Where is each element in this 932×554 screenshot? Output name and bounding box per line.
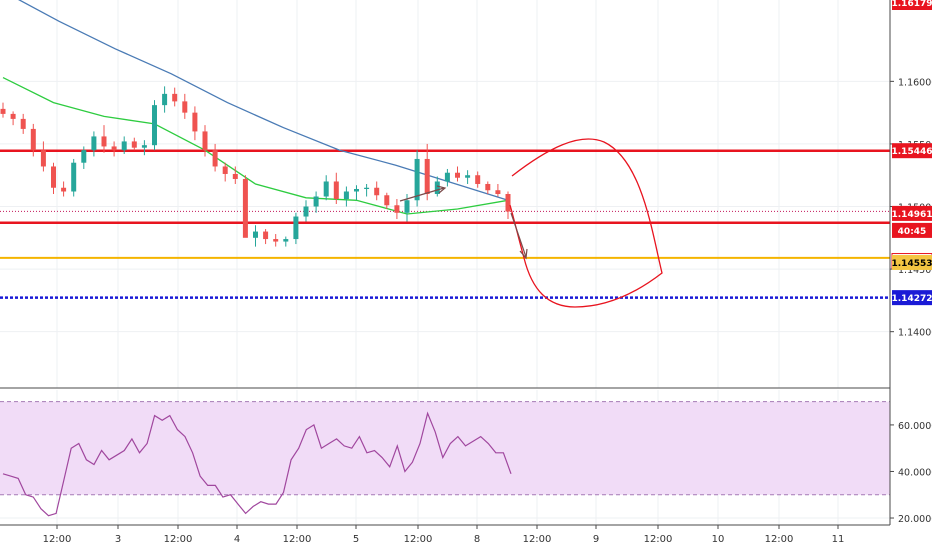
candle-body [91, 136, 96, 150]
x-tick-label: 5 [353, 534, 359, 545]
candle-body [162, 94, 167, 105]
y-tick-label: 1.14000 [898, 328, 932, 339]
candle-body [152, 105, 157, 145]
candle-body [506, 194, 511, 212]
moving-average-line [3, 0, 508, 200]
candle-body [203, 131, 208, 150]
x-tick-label: 10 [712, 534, 725, 545]
candle-body [81, 150, 86, 163]
price-tag-yellow: 1.14553 [892, 259, 932, 269]
x-tick-label: 9 [593, 534, 599, 545]
moving-average-line [3, 78, 508, 214]
candle-body [455, 173, 460, 178]
x-tick-label: 12:00 [644, 534, 673, 545]
price-tag-resistance: 1.15446 [892, 147, 932, 157]
candle-body [213, 150, 218, 166]
rsi-y-tick-label: 40.0000 [898, 467, 932, 478]
price-tag-current: 1.14961 [892, 210, 932, 220]
price-labels: 1.161791.154461.1496140:451.149001.14553… [892, 0, 932, 305]
candle-body [324, 181, 329, 196]
candle-body [354, 189, 359, 192]
price-tag-top: 1.16179 [892, 0, 932, 9]
rsi-band [0, 402, 890, 495]
candle-body [405, 200, 410, 213]
candle-body [41, 150, 46, 166]
candle-body [445, 173, 450, 182]
candle-body [475, 175, 480, 184]
candle-body [415, 159, 420, 200]
x-tick-label: 12:00 [43, 534, 72, 545]
rsi-y-tick-label: 20.0000 [898, 514, 932, 525]
moving-averages [3, 0, 508, 214]
candle-body [142, 145, 147, 148]
x-tick-label: 8 [474, 534, 480, 545]
candle-body [233, 174, 238, 179]
x-tick-label: 3 [115, 534, 121, 545]
candle-body [11, 114, 16, 119]
candle-body [1, 109, 6, 114]
candle-body [293, 217, 298, 240]
candle-body [51, 166, 56, 187]
y-tick-label: 1.16000 [898, 77, 932, 88]
x-tick-label: 4 [234, 534, 240, 545]
candle-body [31, 129, 36, 150]
x-tick-label: 12:00 [404, 534, 433, 545]
candle-body [102, 136, 107, 146]
rsi-y-tick-label: 60.0000 [898, 421, 932, 432]
x-tick-label: 12:00 [164, 534, 193, 545]
candle-body [132, 141, 137, 147]
candle-body [344, 191, 349, 199]
candle-body [374, 188, 379, 196]
candle-body [425, 159, 430, 194]
candle-body [223, 166, 228, 174]
x-tick-label: 12:00 [283, 534, 312, 545]
candle-body [304, 207, 309, 217]
candle-body [263, 232, 268, 240]
candle-body [485, 184, 490, 190]
price-tag-blue: 1.14272 [892, 294, 932, 304]
candle-body [394, 205, 399, 213]
candle-body [243, 179, 248, 238]
candle-body [384, 195, 389, 205]
candle-body [273, 239, 278, 242]
candle-body [192, 113, 197, 132]
candle-body [495, 190, 500, 194]
candle-body [334, 181, 339, 199]
candle-body [71, 163, 76, 192]
candle-body [61, 188, 66, 192]
candle-body [21, 119, 26, 129]
candle-body [253, 232, 258, 238]
candle-body [283, 239, 288, 242]
x-tick-label: 12:00 [523, 534, 552, 545]
candle-body [435, 181, 440, 194]
x-tick-label: 11 [832, 534, 845, 545]
candle-body [122, 141, 127, 150]
candle-body [465, 175, 470, 178]
candle-body [364, 188, 369, 189]
candle-body [182, 101, 187, 112]
forecast-arrow [511, 213, 526, 257]
x-tick-label: 12:00 [765, 534, 794, 545]
candle-body [112, 146, 117, 150]
candle-body [314, 197, 319, 207]
candle-body [172, 94, 177, 102]
price-tag-countdown: 40:45 [898, 227, 927, 237]
